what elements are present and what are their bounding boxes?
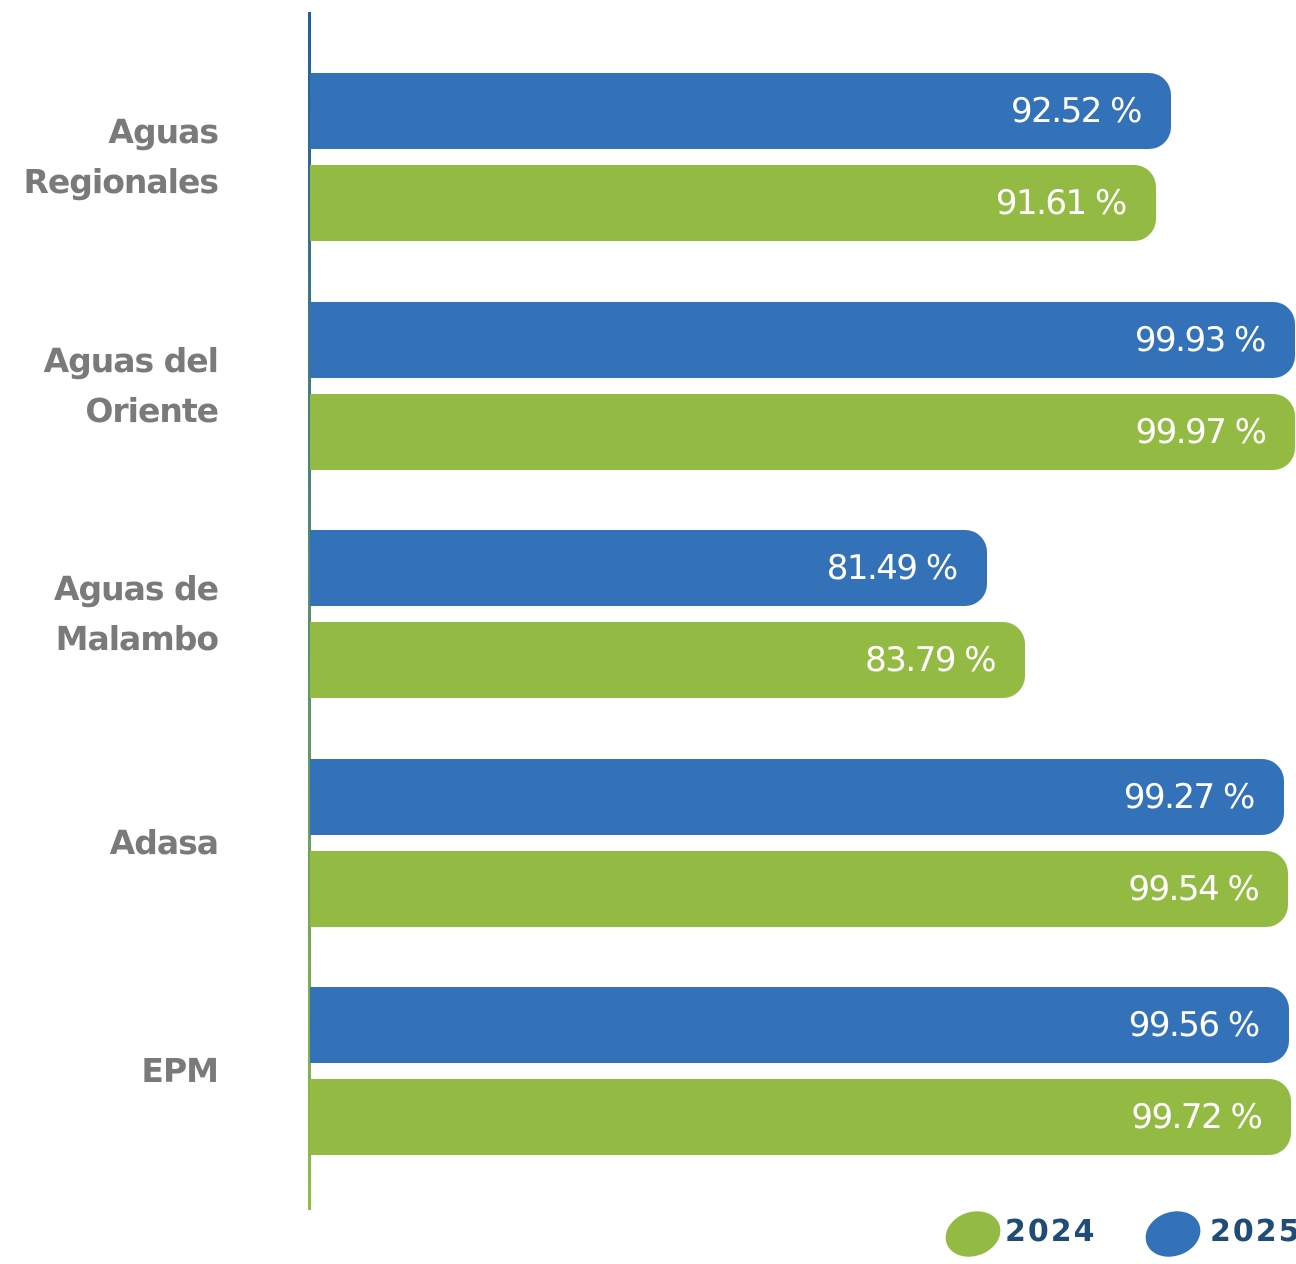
value-label: 92.52 % (1011, 91, 1142, 131)
bar (310, 850, 1289, 927)
category-label: Aguas de Malambo (53, 569, 219, 658)
value-label: 99.54 % (1128, 868, 1259, 909)
value-label: 99.93 % (1134, 319, 1266, 360)
value-label: 99.27 % (1123, 776, 1255, 817)
category-label: Aguas del Oriente (43, 340, 219, 430)
legend-swatch (1139, 1203, 1207, 1264)
value-label: 81.49 % (826, 548, 958, 588)
bar (310, 758, 1284, 835)
legend-label: 2024 (1005, 1214, 1097, 1249)
bar (310, 1079, 1292, 1155)
category-label: Aguas Regionales (23, 112, 220, 201)
axis-line (308, 12, 311, 1210)
value-label: 91.61 % (995, 183, 1127, 223)
bar (310, 73, 1171, 149)
category-label: EPM (141, 1051, 219, 1090)
bar (310, 530, 987, 606)
legend-swatch (939, 1203, 1007, 1264)
bar (310, 987, 1289, 1063)
bar (310, 393, 1296, 470)
legend-label: 2025 (1210, 1214, 1296, 1249)
value-label: 99.97 % (1135, 411, 1267, 452)
category-label: Adasa (109, 822, 219, 862)
bar (310, 622, 1026, 698)
value-label: 83.79 % (865, 640, 996, 680)
bar (310, 301, 1295, 378)
value-label: 99.72 % (1131, 1097, 1262, 1137)
bar (310, 165, 1156, 241)
value-label: 99.56 % (1128, 1005, 1260, 1045)
